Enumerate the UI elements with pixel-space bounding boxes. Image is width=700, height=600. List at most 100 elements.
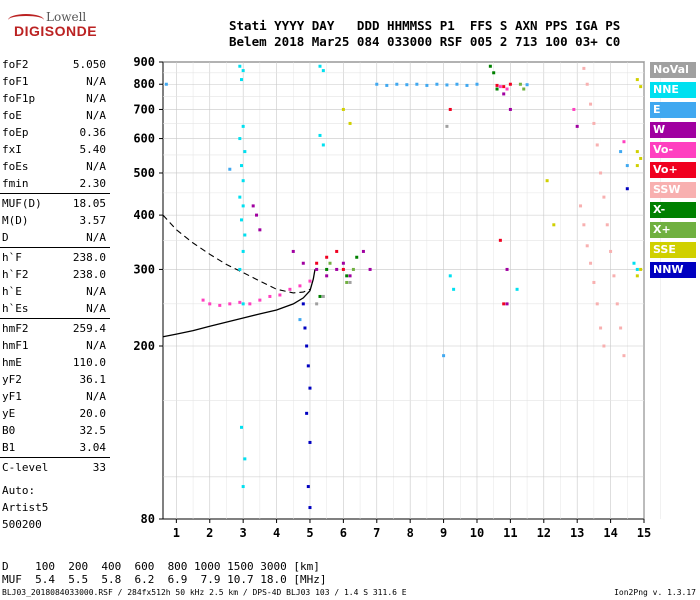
data-point-nnw [306, 485, 310, 489]
param-value: 0.36 [79, 126, 107, 139]
data-point-nne [243, 150, 247, 154]
x-tick-label: 6 [340, 526, 347, 540]
data-point-w [502, 92, 506, 96]
data-point-x- [518, 82, 522, 86]
data-point-x- [345, 280, 349, 284]
data-point-nne [448, 274, 452, 278]
data-point-ssw [585, 82, 589, 86]
param-value: N/A [86, 231, 106, 244]
data-point-ssw [595, 143, 599, 147]
data-point-vo- [335, 249, 339, 253]
param-value: 3.57 [79, 214, 107, 227]
param-row: h`F 238.0 [0, 249, 108, 266]
data-point-vo- [201, 298, 205, 302]
data-point-noval [445, 124, 449, 128]
data-point-ssw [582, 223, 586, 227]
data-point-x- [488, 64, 492, 68]
virtual-height-trace [162, 269, 316, 338]
x-tick-label: 10 [470, 526, 484, 540]
param-row: hmF1 N/A [0, 337, 108, 354]
data-point-nne [238, 267, 242, 271]
data-point-vo- [228, 302, 232, 306]
data-point-vo- [502, 85, 506, 89]
y-tick-label: 400 [133, 208, 155, 222]
data-point-e [445, 83, 449, 87]
param-value: N/A [86, 390, 106, 403]
data-point-ssw [619, 326, 623, 330]
data-point-sse [348, 121, 352, 125]
param-label: h`E [2, 285, 22, 298]
param-value: 20.0 [79, 407, 107, 420]
param-label: C-level [2, 461, 49, 474]
data-point-e [375, 82, 379, 86]
param-label: hmF2 [2, 322, 29, 335]
data-point-vo- [502, 302, 506, 306]
data-point-sse [545, 179, 549, 183]
param-value: 5.050 [72, 58, 106, 71]
data-point-ssw [589, 102, 593, 106]
param-label: foEs [2, 160, 29, 173]
data-point-nne [238, 137, 242, 141]
data-point-nnw [308, 506, 312, 510]
data-point-vo- [218, 303, 222, 307]
data-point-e [425, 83, 429, 87]
data-point-ssw [592, 121, 596, 125]
muf-frequency-row: MUF 5.4 5.5 5.8 6.2 6.9 7.9 10.7 18.0 [M… [2, 573, 327, 586]
param-label: h`F2 [2, 268, 29, 281]
data-point-vo- [278, 293, 282, 297]
legend-item-x-: X+ [650, 222, 696, 238]
data-point-w [315, 267, 319, 271]
data-point-e [395, 82, 399, 86]
data-point-nne [241, 302, 245, 306]
param-separator [0, 457, 110, 458]
data-point-w [348, 274, 352, 278]
data-point-nne [241, 179, 245, 183]
data-point-e [405, 83, 409, 87]
data-point-vo- [622, 140, 626, 144]
muf-distance-row: D 100 200 400 600 800 1000 1500 3000 [km… [2, 560, 320, 573]
data-point-sse [639, 156, 643, 160]
param-row: hmE 110.0 [0, 354, 108, 371]
param-label: hmF1 [2, 339, 29, 352]
data-point-nne [238, 64, 242, 68]
legend-item-e: E [650, 102, 696, 118]
data-point-e [625, 164, 629, 168]
legend-item-sse: SSE [650, 242, 696, 258]
param-row: yF2 36.1 [0, 371, 108, 388]
data-point-vo- [308, 279, 312, 283]
data-point-w [505, 302, 509, 306]
data-point-nnw [306, 364, 310, 368]
data-point-ssw [602, 344, 606, 348]
data-point-nne [239, 164, 243, 168]
y-tick-label: 500 [133, 166, 155, 180]
param-label: fxI [2, 143, 22, 156]
data-point-w [361, 249, 365, 253]
param-label: foF1p [2, 92, 36, 105]
param-row: yE 20.0 [0, 405, 108, 422]
param-row: C-level 33 [0, 459, 108, 476]
param-separator [0, 247, 110, 248]
data-point-e [435, 82, 439, 86]
param-row: h`F2 238.0 [0, 266, 108, 283]
data-point-w [341, 261, 345, 265]
x-tick-label: 15 [637, 526, 651, 540]
data-point-vo- [495, 83, 499, 87]
data-point-vo- [268, 294, 272, 298]
data-point-nne [635, 267, 639, 271]
param-row: h`E N/A [0, 283, 108, 300]
legend-item-vo-: Vo- [650, 142, 696, 158]
param-row: foF1 N/A [0, 73, 108, 90]
data-point-sse [635, 164, 639, 168]
density-profile-trace [162, 214, 311, 294]
param-value: 238.0 [72, 251, 106, 264]
y-tick-label: 900 [133, 55, 155, 69]
data-point-ssw [579, 204, 583, 208]
data-point-nne [239, 218, 243, 222]
data-point-x- [355, 255, 359, 259]
data-point-nne [515, 287, 519, 291]
data-point-sse [639, 267, 643, 271]
data-point-ssw [612, 274, 616, 278]
data-point-nne [318, 133, 322, 137]
legend-item-noval: NoVal [650, 62, 696, 78]
data-point-w [508, 107, 512, 111]
